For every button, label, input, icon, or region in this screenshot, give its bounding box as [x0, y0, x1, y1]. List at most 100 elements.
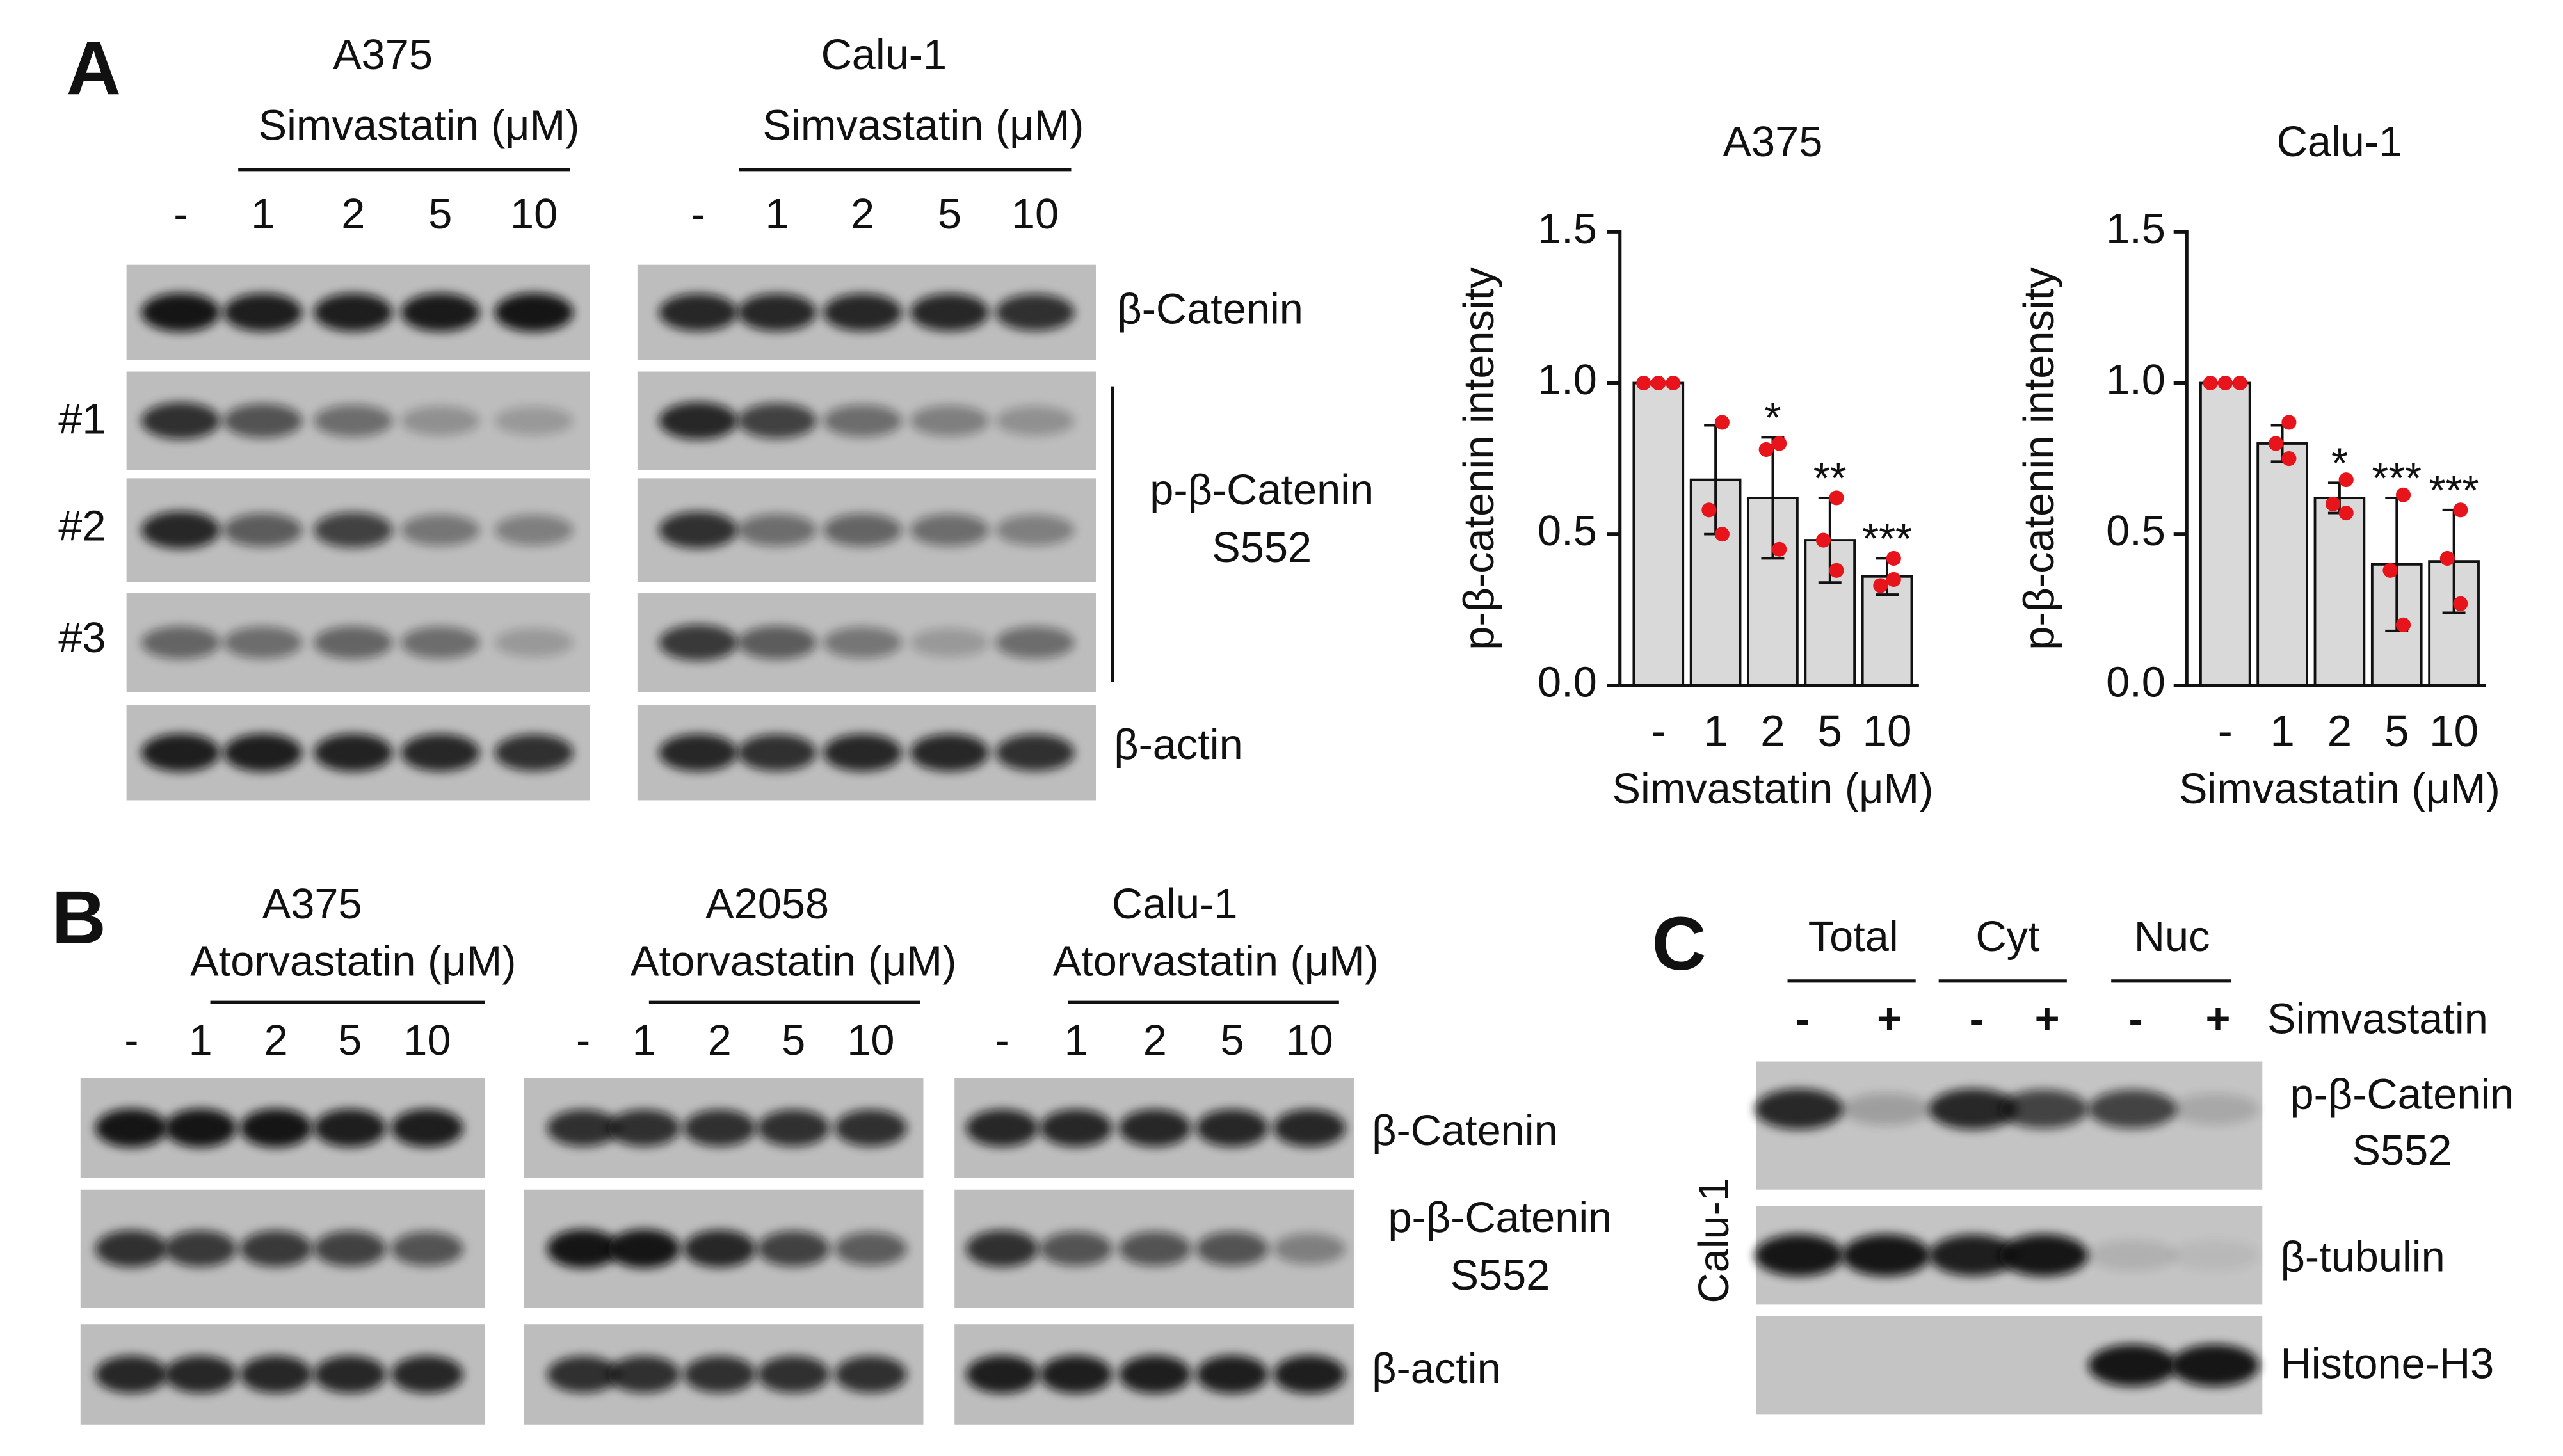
data-point: [2439, 550, 2455, 566]
blot-band: [239, 1230, 312, 1267]
blot-band: [966, 1230, 1039, 1267]
row-label: β-Catenin: [1372, 1107, 1558, 1155]
blot-band: [1040, 1231, 1113, 1266]
blot-band: [737, 514, 817, 547]
dose-label: 2: [708, 1017, 732, 1064]
treatment-sign: +: [2206, 996, 2231, 1043]
blot-band: [223, 513, 303, 547]
blot-band: [141, 292, 220, 332]
blot-band: [823, 513, 903, 547]
significance: *: [2331, 440, 2348, 487]
x-tick-label: 10: [1863, 706, 1912, 756]
y-tick-label: 0.5: [1538, 508, 1597, 555]
blot-band: [737, 403, 817, 439]
bar: [2256, 442, 2308, 687]
dose-label: 2: [851, 191, 874, 238]
data-point: [1829, 490, 1844, 506]
blot-strip: [1753, 1058, 2266, 1193]
blot-band: [995, 406, 1075, 436]
blot-band: [141, 511, 220, 549]
blot-band: [141, 626, 220, 659]
blot-band: [164, 1108, 237, 1148]
blot-band: [1118, 1355, 1191, 1394]
x-axis-label: Simvastatin (μM): [1612, 765, 1934, 813]
chart-title: A375: [1723, 118, 1823, 166]
blot-band: [2088, 1344, 2177, 1387]
blot-band: [223, 626, 303, 659]
row-label: β-Catenin: [1117, 286, 1303, 333]
dose-label: -: [173, 191, 188, 238]
replicate-label: #1: [58, 396, 106, 444]
y-tick-label: 0.5: [2106, 508, 2165, 555]
dose-label: 5: [338, 1017, 362, 1064]
dose-label: -: [995, 1017, 1009, 1064]
x-tick-label: 5: [2384, 706, 2409, 756]
treatment: Atorvastatin (μM): [1053, 938, 1379, 986]
blot-band: [659, 402, 738, 440]
data-point: [2453, 596, 2468, 611]
data-point: [2395, 487, 2411, 502]
blot-band: [910, 628, 990, 657]
blot-band: [494, 515, 574, 546]
blot-band: [966, 1355, 1039, 1394]
dose-label: 1: [251, 191, 275, 238]
data-point: [2281, 451, 2297, 467]
dose-label: 5: [938, 191, 961, 238]
treatment: Atorvastatin (μM): [190, 938, 516, 986]
blot-band: [995, 294, 1075, 331]
blot-band: [314, 1231, 387, 1267]
data-point: [1651, 375, 1666, 391]
data-point: [1714, 527, 1730, 542]
blot-band: [494, 292, 574, 332]
x-tick-label: 2: [2327, 706, 2352, 756]
blot-band: [164, 1230, 237, 1267]
blot-band: [1929, 1235, 2018, 1276]
dose-label: 1: [765, 191, 789, 238]
dose-label: 1: [1065, 1017, 1088, 1064]
data-point: [1701, 502, 1717, 518]
blot-band: [737, 734, 817, 771]
blot-band: [390, 1108, 463, 1148]
blot-band: [1040, 1109, 1113, 1147]
blot-band: [659, 293, 738, 332]
treatment-sign: -: [2129, 996, 2143, 1043]
dose-label: -: [691, 191, 705, 238]
data-point: [2232, 375, 2247, 391]
blot-band: [910, 405, 990, 436]
data-point: [1714, 415, 1730, 430]
dose-label: 5: [428, 191, 452, 238]
blot-band: [607, 1356, 680, 1393]
cell-line: A375: [262, 881, 362, 928]
blot-band: [314, 293, 393, 332]
blot-band: [141, 402, 220, 440]
blot-band: [1273, 1109, 1346, 1147]
significance: ***: [2372, 455, 2422, 502]
y-tick-label: 1.5: [1538, 205, 1597, 253]
chart-title: Calu-1: [2277, 118, 2403, 166]
blot-band: [737, 625, 817, 660]
dose-label: 10: [847, 1017, 894, 1064]
panel-letter: B: [52, 876, 106, 960]
bar: [1632, 381, 1685, 687]
treatment: Atorvastatin (μM): [631, 938, 956, 986]
blot-band: [1999, 1234, 2089, 1277]
data-point: [2382, 563, 2398, 578]
blot-band: [1999, 1089, 2089, 1129]
treatment-sign: +: [2035, 996, 2060, 1043]
blot-band: [1118, 1231, 1191, 1266]
blot-band: [995, 734, 1075, 771]
significance: ***: [1862, 515, 1912, 563]
treatment-sign: +: [1877, 996, 1902, 1043]
blot-band: [1755, 1089, 1844, 1130]
blot-band: [966, 1109, 1039, 1147]
row-label: β-actin: [1114, 721, 1243, 769]
blot-band: [607, 1229, 680, 1268]
blot-band: [1755, 1234, 1844, 1277]
blot-band: [95, 1356, 168, 1393]
dose-label: 2: [341, 191, 365, 238]
blot-band: [995, 515, 1075, 546]
blot-band: [494, 628, 574, 657]
blot-band: [1196, 1109, 1269, 1147]
blot-band: [314, 733, 393, 772]
